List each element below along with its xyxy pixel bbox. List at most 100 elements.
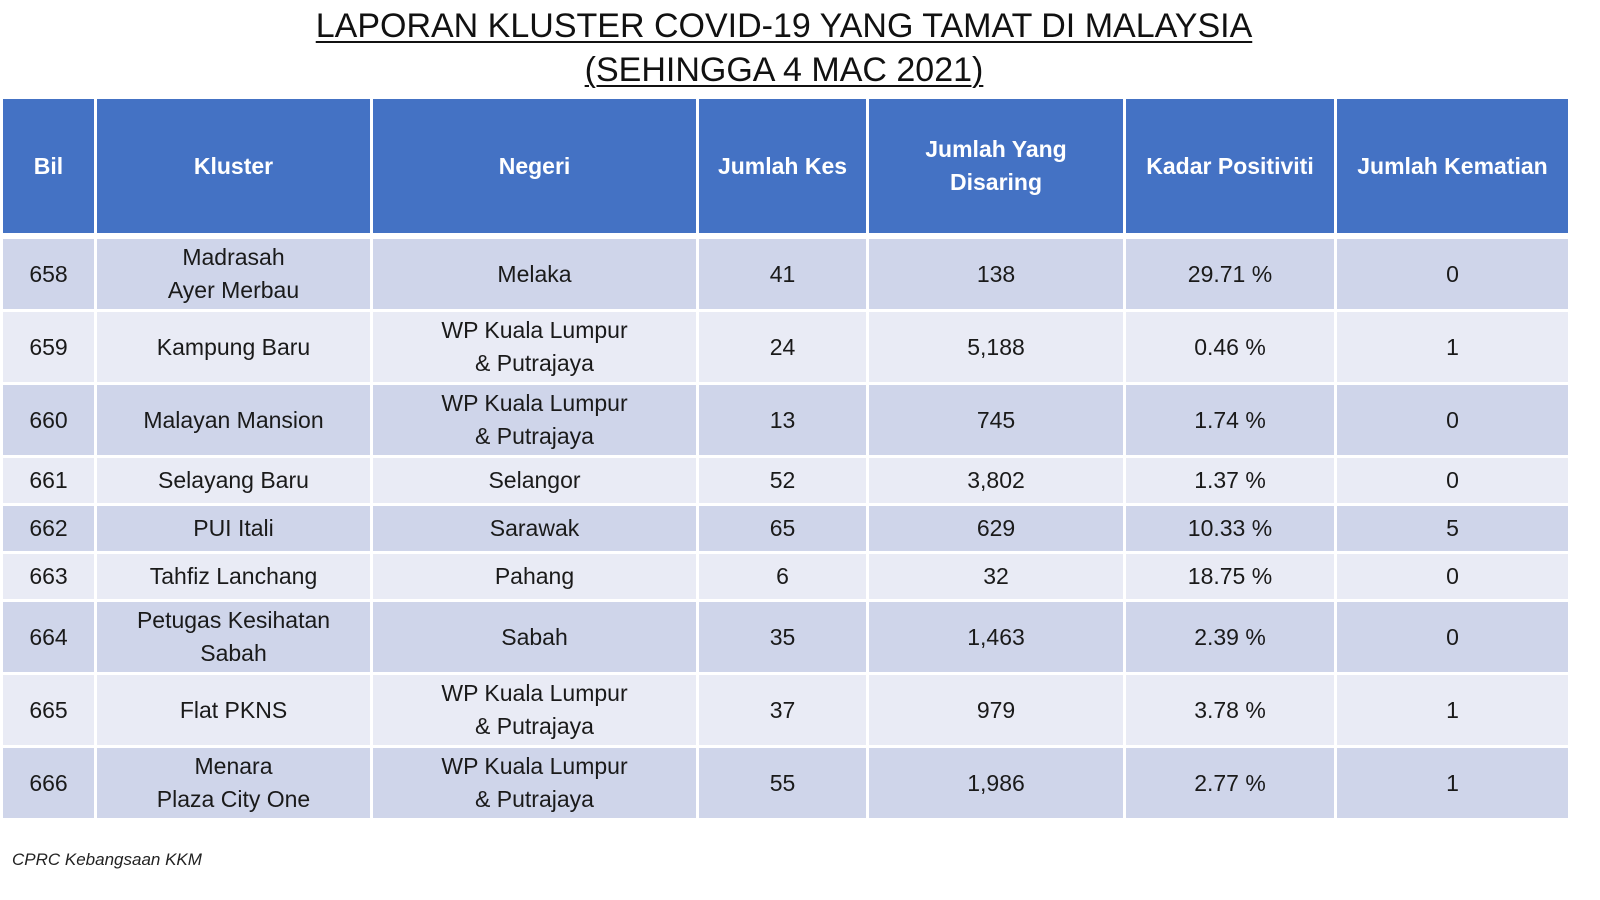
title-line-1: LAPORAN KLUSTER COVID-19 YANG TAMAT DI M… [315,7,1253,45]
cell-negeri-line: Melaka [497,260,572,287]
cell-jumlah-kes: 13 [696,382,869,458]
table-row: 664 Petugas Kesihatan Sabah Sabah 35 1,463 2.3… [0,599,1571,675]
cell-kluster-line: Madrasah [182,244,285,270]
cell-jumlah-kematian: 5 [1334,503,1571,554]
cell-negeri-line: Pahang [494,563,575,589]
cell-kluster-line: Sabah [200,640,267,666]
header-jumlah-disaring-line-1: Jumlah Yang [925,136,1067,162]
cell-jumlah-kes: 6 [696,551,869,602]
cell-negeri: WP Kuala Lumpur & Putrajaya [370,382,699,458]
cell-negeri: Sarawak [370,503,699,554]
cell-kluster-line: Tahfiz Lanchang [149,563,318,589]
cell-jumlah-kematian: 1 [1334,745,1571,821]
cell-negeri-line: WP Kuala Lumpur [441,753,628,779]
cell-jumlah-kematian: 0 [1334,599,1571,675]
cell-negeri-line: WP Kuala Lumpur [441,317,628,343]
cell-bil: 663 [0,551,97,602]
cell-jumlah-kes: 55 [696,745,869,821]
cell-kluster-line: Petugas Kesihatan [136,607,331,633]
cell-kluster-line: Malayan Mansion [143,406,324,433]
cell-kluster: Petugas Kesihatan Sabah [94,599,373,675]
cell-bil: 661 [0,455,97,506]
cell-kluster: PUI Itali [94,503,373,554]
cell-jumlah-disaring: 1,986 [866,745,1126,821]
cell-negeri: Pahang [370,551,699,602]
cell-jumlah-kes: 65 [696,503,869,554]
cell-negeri: WP Kuala Lumpur & Putrajaya [370,672,699,748]
cell-kadar-positiviti: 1.37 % [1123,455,1337,506]
table-row: 661 Selayang Baru Selangor 52 3,802 1.37 % 0 [0,455,1571,506]
table-row: 658 Madrasah Ayer Merbau Melaka 41 138 29.71 %… [0,234,1571,312]
cell-kluster: Tahfiz Lanchang [94,551,373,602]
cell-bil: 666 [0,745,97,821]
cell-negeri-line: & Putrajaya [475,786,594,812]
cell-jumlah-kematian: 1 [1334,672,1571,748]
table-row: 659 Kampung Baru WP Kuala Lumpur & Putrajay… [0,309,1571,385]
cell-jumlah-disaring: 629 [866,503,1126,554]
header-jumlah-kematian: Jumlah Kematian [1334,96,1571,239]
cell-jumlah-kes: 24 [696,309,869,385]
cell-kluster-line: Selayang Baru [158,467,309,493]
cell-kluster: Selayang Baru [94,455,373,506]
cell-negeri-line: & Putrajaya [475,350,594,376]
cell-jumlah-kematian: 0 [1334,234,1571,312]
source-footer: CPRC Kebangsaan KKM [12,850,202,869]
cell-jumlah-disaring: 138 [866,234,1126,312]
cell-jumlah-disaring: 3,802 [866,455,1126,506]
cell-kadar-positiviti: 2.77 % [1123,745,1337,821]
report-title: LAPORAN KLUSTER COVID-19 YANG TAMAT DI M… [0,4,1568,92]
cell-jumlah-disaring: 5,188 [866,309,1126,385]
cell-kluster: Madrasah Ayer Merbau [94,234,373,312]
cell-jumlah-kes: 52 [696,455,869,506]
cell-bil: 658 [0,234,97,312]
cell-bil: 665 [0,672,97,748]
cell-bil: 662 [0,503,97,554]
cell-kluster-line: Ayer Merbau [167,277,300,303]
cell-negeri-line: & Putrajaya [475,423,594,449]
cell-kadar-positiviti: 29.71 % [1123,234,1337,312]
cell-kluster: Menara Plaza City One [94,745,373,821]
cell-negeri-line: Sarawak [489,515,580,541]
cell-kluster: Kampung Baru [94,309,373,385]
table-row: 660 Malayan Mansion WP Kuala Lumpur & Putra… [0,382,1571,458]
cell-negeri-line: WP Kuala Lumpur [441,680,628,706]
cell-jumlah-disaring: 32 [866,551,1126,602]
cell-negeri: WP Kuala Lumpur & Putrajaya [370,309,699,385]
cell-kadar-positiviti: 0.46 % [1123,309,1337,385]
cell-bil: 664 [0,599,97,675]
cell-jumlah-disaring: 1,463 [866,599,1126,675]
cell-jumlah-kematian: 0 [1334,382,1571,458]
header-bil: Bil [0,96,97,239]
cell-kluster-line: Menara [194,753,273,779]
cell-jumlah-kematian: 1 [1334,309,1571,385]
cell-bil: 659 [0,309,97,385]
header-kadar-positiviti: Kadar Positiviti [1123,96,1337,239]
cell-negeri: Sabah [370,599,699,675]
cell-negeri-line: & Putrajaya [475,713,594,739]
cell-jumlah-disaring: 979 [866,672,1126,748]
cell-jumlah-disaring: 745 [866,382,1126,458]
cell-kluster-line: PUI Itali [193,515,274,541]
cell-negeri: Selangor [370,455,699,506]
cell-negeri-line: Selangor [488,467,581,493]
cell-jumlah-kematian: 0 [1334,455,1571,506]
cell-kluster-line: Plaza City One [156,786,311,812]
cell-bil: 660 [0,382,97,458]
cell-kadar-positiviti: 1.74 % [1123,382,1337,458]
cell-kluster: Malayan Mansion [94,382,373,458]
header-jumlah-kes: Jumlah Kes [696,96,869,239]
cell-kluster-line: Kampung Baru [156,333,311,360]
cell-negeri-line: WP Kuala Lumpur [441,390,628,416]
cell-jumlah-kematian: 0 [1334,551,1571,602]
cell-negeri-line: Sabah [501,623,568,650]
cluster-table: Bil Kluster Negeri Jumlah Kes Jumlah Yan… [0,96,1571,821]
table-row: 666 Menara Plaza City One WP Kuala Lumpur & … [0,745,1571,821]
header-kluster: Kluster [94,96,373,239]
cell-negeri: Melaka [370,234,699,312]
cell-kadar-positiviti: 18.75 % [1123,551,1337,602]
header-jumlah-disaring-line-2: Disaring [949,169,1043,195]
cell-kluster: Flat PKNS [94,672,373,748]
cell-jumlah-kes: 41 [696,234,869,312]
header-jumlah-disaring: Jumlah Yang Disaring [866,96,1126,239]
cell-jumlah-kes: 35 [696,599,869,675]
